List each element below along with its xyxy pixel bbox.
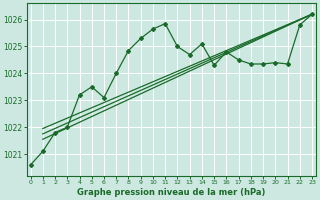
X-axis label: Graphe pression niveau de la mer (hPa): Graphe pression niveau de la mer (hPa) <box>77 188 266 197</box>
